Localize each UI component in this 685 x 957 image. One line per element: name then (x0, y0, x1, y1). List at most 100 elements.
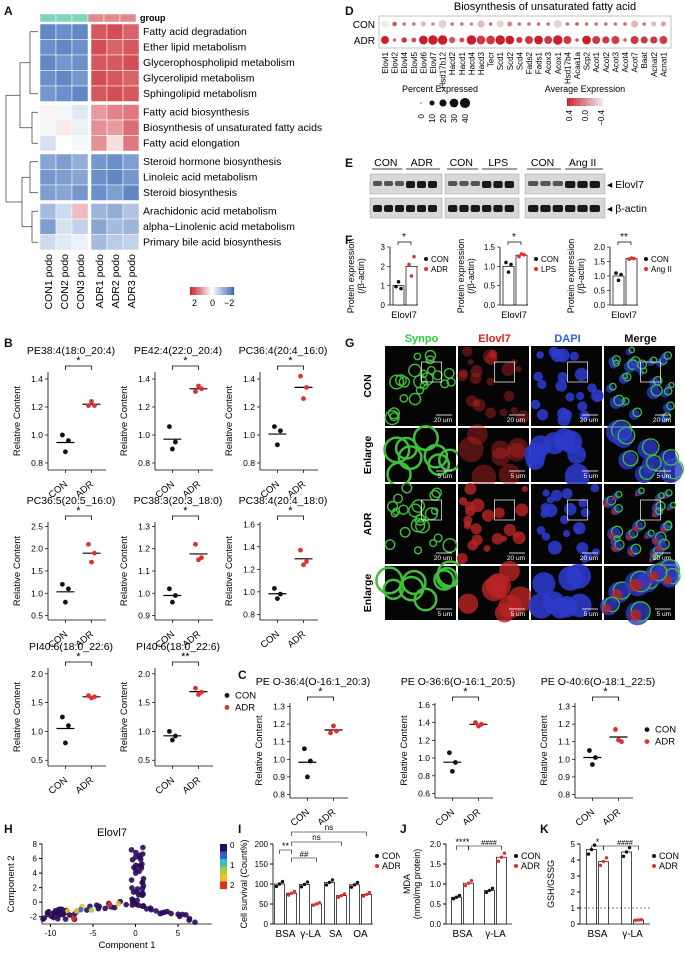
heatmap-cell (122, 218, 140, 235)
dot-adr (611, 36, 620, 44)
significance-bracket (172, 515, 199, 520)
bar (612, 275, 625, 306)
dapi-signal (540, 502, 551, 513)
color-legend-step (574, 98, 576, 106)
heatmap-cell (122, 119, 140, 136)
cell-survival-panel-i: 0 50 100 150 200 Cell survival (Count%) BSA γ-L… (239, 823, 400, 940)
dapi-signal (550, 489, 563, 502)
trajectory-panel-h: Elovl7 -10 -5 0 5 -2 0 2 4 6 8 Component 1 Component… (6, 827, 235, 951)
data-point (352, 883, 357, 887)
color-legend-step (600, 98, 602, 106)
bar (625, 258, 638, 306)
merge-elovl7-signal (648, 558, 652, 562)
microscopy-panel-g: Synpo Elovl7 DAPI Merge CON 20 um 20 um 20 um 20… (362, 333, 684, 626)
synpo-signal (431, 487, 442, 499)
heatmap-cell (55, 184, 73, 201)
heatmap-cell (122, 39, 140, 56)
merge-synpo-signal (610, 525, 624, 539)
plot-title: PC36:4(20:4_16:0) (239, 345, 328, 357)
heatmap-cell (71, 203, 89, 220)
y-tick-label: 0.8 (31, 458, 43, 468)
legend-label-con: CON (659, 851, 679, 861)
scale-label: 20 um (434, 417, 452, 424)
legend-gradient-step (217, 287, 219, 295)
heatmap-panel-a: group Fatty acid degradation Ether lipid m… (5, 13, 322, 309)
cell-point (77, 906, 84, 913)
data-point (324, 883, 329, 887)
elovl7-signal (493, 507, 505, 519)
blot-band (552, 181, 563, 186)
legend-gradient-step (219, 287, 221, 295)
data-point (473, 720, 478, 725)
legend-label-con: CON (431, 255, 449, 264)
y-tick-label: 0.5 (31, 611, 43, 621)
merge-elovl7-signal (632, 525, 639, 532)
data-point (342, 892, 347, 896)
merge-synpo-signal (612, 359, 620, 367)
color-legend-title: Average Expression (545, 84, 625, 94)
column-header: Merge (624, 333, 656, 345)
legend-dot-con (644, 727, 650, 732)
data-point (522, 252, 526, 257)
elovl7-signal (485, 407, 497, 419)
blot-band (540, 205, 551, 212)
gene-label: Fads2 (525, 51, 534, 74)
row-label: CON (362, 374, 374, 397)
data-point (593, 755, 598, 760)
blot-band (373, 181, 382, 186)
merge-synpo-signal (668, 381, 675, 389)
heatmap-cell (90, 234, 108, 251)
heatmap-cell (122, 135, 140, 152)
colorbar-step (220, 886, 227, 888)
blot-group-label-b: LPS (488, 157, 508, 169)
y-tick-label: 0.0 (430, 920, 442, 929)
zoom-box (567, 499, 588, 521)
dot-adr (516, 36, 523, 44)
significance-mark: ** (181, 651, 190, 663)
synpo-signal (387, 407, 401, 420)
legend-gradient-step (199, 287, 202, 295)
data-point (304, 385, 309, 390)
merge-elovl7-signal (628, 550, 634, 556)
color-legend-step (594, 98, 596, 106)
heatmap-cell (106, 218, 124, 235)
dot-con (450, 22, 454, 26)
synpo-signal (436, 566, 458, 589)
data-point (193, 389, 198, 394)
scale-label: 5 um (511, 611, 525, 618)
heatmap-cell (55, 23, 73, 40)
elovl7-signal (507, 442, 526, 462)
merge-elovl7-signal (656, 545, 663, 552)
plot-title: PC38:4(20:4_18:0) (239, 495, 328, 507)
colorbar-step (220, 860, 227, 863)
elovl7-signal (510, 407, 518, 415)
significance-mark: * (463, 686, 468, 698)
data-point (394, 284, 398, 289)
color-legend-step (582, 98, 584, 106)
dot-con (623, 22, 627, 26)
dot-con (553, 20, 562, 28)
data-point (89, 559, 94, 565)
scale-label: 20 um (507, 417, 525, 424)
colorbar-step (220, 851, 227, 854)
data-point (298, 373, 303, 379)
bar (502, 265, 515, 306)
merge-elovl7-signal (625, 534, 631, 541)
gene-label: Hsd17b12 (439, 51, 448, 88)
synpo-signal (443, 367, 455, 379)
y-tick-label: 1.0 (138, 430, 150, 440)
y-tick-label: 1.0 (138, 588, 150, 598)
scale-label: 5 um (511, 473, 525, 480)
heatmap-cell (55, 169, 73, 186)
heatmap-cell (90, 70, 108, 87)
colorbar-step (220, 874, 227, 876)
y-tick-label: 1.4 (31, 374, 43, 384)
heatmap-cell (106, 135, 124, 152)
legend-gradient-step (215, 287, 217, 295)
legend-label-con: CON (541, 255, 559, 264)
synpo-signal (429, 539, 438, 548)
significance-mark: ns (312, 833, 320, 842)
y-tick-label: 1 (571, 904, 576, 913)
heatmap-cell (71, 39, 89, 56)
dotplot-title: Biosynthesis of unsaturated fatty acid (454, 1, 636, 13)
